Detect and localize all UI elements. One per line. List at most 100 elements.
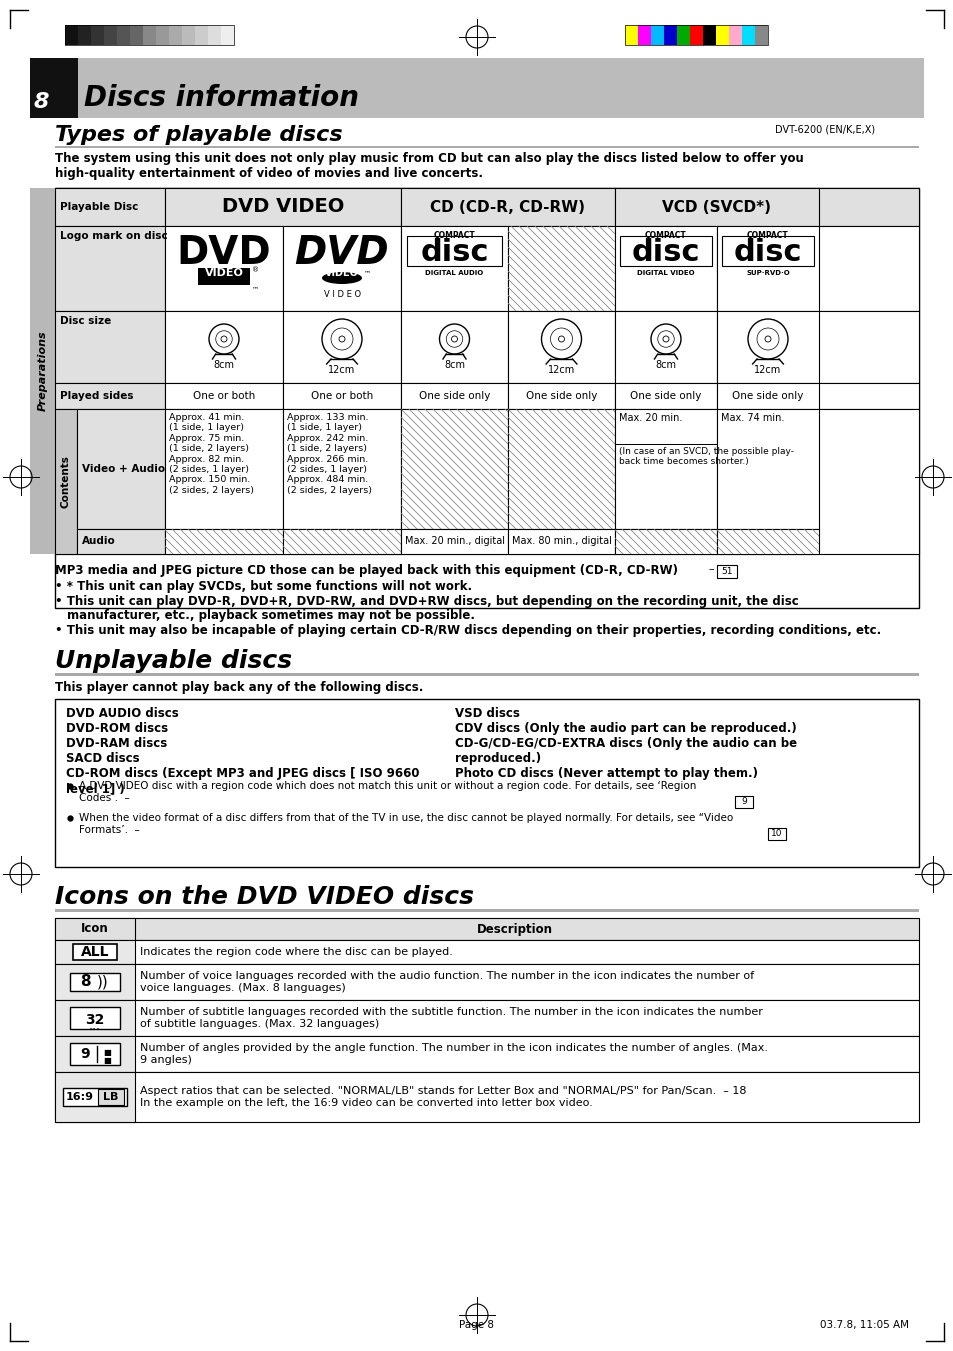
Text: Description: Description <box>476 923 553 935</box>
Bar <box>717 565 737 578</box>
Bar <box>55 1071 135 1121</box>
Text: One side only: One side only <box>418 390 490 401</box>
Text: DVT-6200 (EN/K,E,X): DVT-6200 (EN/K,E,X) <box>774 124 874 134</box>
Bar <box>156 26 169 45</box>
Text: LB: LB <box>103 1092 118 1102</box>
Text: 9: 9 <box>740 797 746 807</box>
Text: COMPACT: COMPACT <box>644 231 686 240</box>
Bar <box>77 530 165 554</box>
Bar <box>507 530 615 554</box>
Bar <box>70 973 120 992</box>
Text: One side only: One side only <box>525 390 597 401</box>
Bar <box>73 944 117 961</box>
Bar <box>55 1000 135 1036</box>
Bar <box>55 965 918 1000</box>
Text: Disc size: Disc size <box>60 316 112 326</box>
Bar <box>30 58 923 118</box>
Bar <box>624 26 767 45</box>
Bar <box>407 236 501 266</box>
Bar <box>717 382 818 409</box>
Text: manufacturer, etc., playback sometimes may not be possible.: manufacturer, etc., playback sometimes m… <box>67 609 475 621</box>
Text: Max. 20 min.: Max. 20 min. <box>618 413 681 423</box>
Bar <box>130 26 143 45</box>
Text: Number of angles provided by the angle function. The number in the icon indicate: Number of angles provided by the angle f… <box>140 1043 767 1065</box>
Text: ···: ··· <box>89 1023 101 1036</box>
Text: COMPACT: COMPACT <box>746 231 788 240</box>
Text: The system using this unit does not only play music from CD but can also play th: The system using this unit does not only… <box>55 153 803 180</box>
Text: ™: ™ <box>364 270 371 276</box>
Bar <box>55 673 918 676</box>
Text: VCD (SVCD*): VCD (SVCD*) <box>661 200 771 215</box>
Circle shape <box>451 336 457 342</box>
Bar <box>507 311 615 382</box>
Bar <box>55 1071 918 1121</box>
Bar <box>615 311 717 382</box>
Bar <box>728 26 741 45</box>
Text: SUP·RVD·O: SUP·RVD·O <box>745 270 789 276</box>
Bar <box>55 1036 135 1071</box>
Bar <box>104 26 117 45</box>
Bar <box>165 382 283 409</box>
Text: 9: 9 <box>80 1047 90 1061</box>
Bar <box>400 530 507 554</box>
Bar <box>55 965 135 1000</box>
Bar <box>117 26 130 45</box>
Bar <box>55 940 135 965</box>
Text: One or both: One or both <box>193 390 254 401</box>
Text: Playable Disc: Playable Disc <box>60 203 138 212</box>
Bar <box>165 311 283 382</box>
Bar <box>767 828 785 840</box>
Bar <box>165 226 283 311</box>
Bar <box>689 26 702 45</box>
Text: 03.7.8, 11:05 AM: 03.7.8, 11:05 AM <box>820 1320 908 1329</box>
Text: Video + Audio: Video + Audio <box>82 463 165 474</box>
Bar <box>55 1000 918 1036</box>
Bar <box>55 917 918 940</box>
Bar <box>619 236 711 266</box>
Bar <box>615 530 717 554</box>
Bar <box>400 311 507 382</box>
Text: CD (CD-R, CD-RW): CD (CD-R, CD-RW) <box>430 200 585 215</box>
Bar <box>55 409 918 554</box>
Bar <box>615 188 818 226</box>
Text: disc: disc <box>631 238 700 267</box>
Bar <box>615 226 717 311</box>
Text: Page 8: Page 8 <box>459 1320 494 1329</box>
Bar <box>55 226 165 311</box>
Bar <box>677 26 689 45</box>
Bar <box>77 409 165 530</box>
Bar <box>507 409 615 530</box>
Bar <box>70 1043 120 1065</box>
Text: MP3 media and JPEG picture CD those can be played back with this equipment (CD-R: MP3 media and JPEG picture CD those can … <box>55 563 678 577</box>
Text: Aspect ratios that can be selected. "NORMAL/LB" stands for Letter Box and "NORMA: Aspect ratios that can be selected. "NOR… <box>140 1086 745 1108</box>
Text: Unplayable discs: Unplayable discs <box>55 648 292 673</box>
Bar <box>717 311 818 382</box>
Text: disc: disc <box>733 238 801 267</box>
Text: 51: 51 <box>720 566 732 576</box>
Bar <box>78 26 91 45</box>
Text: –: – <box>707 563 713 574</box>
Text: This player cannot play back any of the following discs.: This player cannot play back any of the … <box>55 681 423 694</box>
Bar <box>70 1006 120 1029</box>
Bar <box>55 917 135 940</box>
Bar <box>507 409 615 530</box>
Bar <box>165 409 283 530</box>
Bar <box>65 26 78 45</box>
Bar <box>717 226 818 311</box>
Bar <box>55 909 918 912</box>
Circle shape <box>764 336 770 342</box>
Bar <box>283 409 400 530</box>
Bar <box>283 311 400 382</box>
Bar <box>221 26 233 45</box>
Text: Audio: Audio <box>82 536 115 546</box>
Circle shape <box>221 336 227 342</box>
Text: DVD VIDEO: DVD VIDEO <box>222 197 344 216</box>
Bar <box>55 188 165 226</box>
Text: • This unit may also be incapable of playing certain CD-R/RW discs depending on : • This unit may also be incapable of pla… <box>55 624 881 638</box>
Text: VIDEO: VIDEO <box>204 267 243 278</box>
Bar <box>55 1036 918 1071</box>
Bar <box>624 26 638 45</box>
Bar <box>55 409 77 554</box>
Text: Discs information: Discs information <box>84 84 358 112</box>
Bar <box>507 382 615 409</box>
